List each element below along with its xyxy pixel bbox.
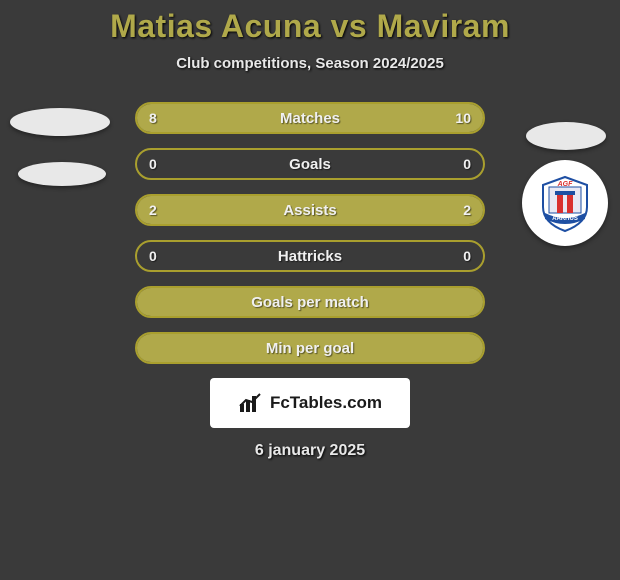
stat-label: Hattricks [137,242,483,270]
stat-value-left: 0 [149,150,157,178]
stat-row: Matches8 10 [135,102,485,134]
player-avatar-left [10,108,110,136]
stat-value-right: 0 [463,242,471,270]
stat-value-left: 2 [149,196,157,224]
stat-value-right: 2 [463,196,471,224]
stat-bars: Matches810Goals00Assists22Hattricks00Goa… [135,102,485,364]
stat-row: Min per goal [135,332,485,364]
stat-label: Assists [137,196,483,224]
stat-row: Goals per match [135,286,485,318]
svg-text:AGF: AGF [557,181,574,188]
stat-row: Hattricks0 0 [135,240,485,272]
stat-label: Goals [137,150,483,178]
stat-value-left: 0 [149,242,157,270]
club-crest-icon: AARHUS AGF [535,173,595,233]
stat-row: Assists2 2 [135,194,485,226]
brand-chart-icon [238,392,264,414]
infographic-root: Matias Acuna vs Maviram Club competition… [0,0,620,460]
brand-text: FcTables.com [270,393,382,413]
player-avatar-left-shadow [18,162,106,186]
stat-row: Goals0 0 [135,148,485,180]
club-badge: AARHUS AGF [522,160,608,246]
page-title: Matias Acuna vs Maviram [0,8,620,45]
stat-value-right: 0 [463,150,471,178]
date-text: 6 january 2025 [0,442,620,460]
stat-label: Min per goal [137,334,483,362]
stat-value-left: 8 [149,104,157,132]
stat-value-right: 10 [455,104,471,132]
stat-label: Matches [137,104,483,132]
stat-label: Goals per match [137,288,483,316]
stats-area: AARHUS AGF Matches810Goals00Assists22Hat… [0,102,620,364]
brand-logo: FcTables.com [210,378,410,428]
player-avatar-right [526,122,606,150]
subtitle: Club competitions, Season 2024/2025 [0,55,620,72]
svg-text:AARHUS: AARHUS [552,216,578,222]
